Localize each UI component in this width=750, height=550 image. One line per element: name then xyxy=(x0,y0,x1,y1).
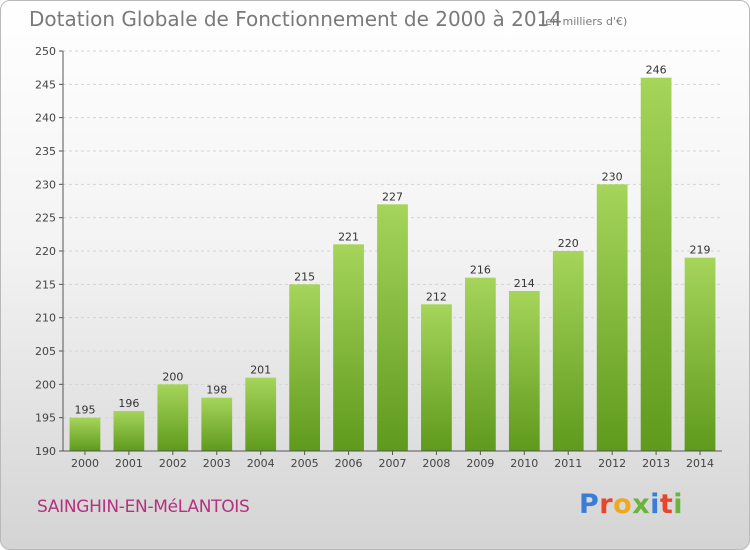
bar-2007 xyxy=(377,204,408,451)
value-label-2009: 216 xyxy=(470,264,491,277)
value-label-2003: 198 xyxy=(206,384,227,397)
city-name: SAINGHIN-EN-MéLANTOIS xyxy=(37,497,250,517)
value-label-2000: 195 xyxy=(74,404,95,417)
x-tick-label-2001: 2001 xyxy=(115,457,143,470)
y-tick-label: 240 xyxy=(35,112,56,125)
proxiti-logo: Proxiti xyxy=(579,489,683,520)
bar-2001 xyxy=(113,411,145,451)
x-tick-label-2011: 2011 xyxy=(554,457,582,470)
bar-2008 xyxy=(421,304,452,451)
x-tick-label-2007: 2007 xyxy=(379,457,407,470)
y-tick-label: 195 xyxy=(35,412,56,425)
value-label-2008: 212 xyxy=(426,290,447,303)
y-tick-label: 190 xyxy=(35,445,56,458)
value-label-2007: 227 xyxy=(382,190,403,203)
bar-2005 xyxy=(289,284,321,451)
x-tick-label-2000: 2000 xyxy=(71,457,99,470)
x-tick-label-2005: 2005 xyxy=(291,457,319,470)
logo-letter: i xyxy=(650,489,660,520)
x-axis-ticks: 2000 2001 2002 2003 2004 2005 2006 2007 2008 2009… xyxy=(71,451,714,470)
x-tick-label-2014: 2014 xyxy=(686,457,714,470)
value-label-2014: 219 xyxy=(690,244,711,257)
y-tick-label: 200 xyxy=(35,378,56,391)
y-tick-label: 245 xyxy=(35,78,56,91)
bar-2010 xyxy=(508,291,540,451)
value-label-2012: 230 xyxy=(602,170,623,183)
x-tick-label-2004: 2004 xyxy=(247,457,275,470)
y-axis-ticks: 190 195 200 205 210 215 220 225 230 235 240 245 250 xyxy=(35,45,63,458)
y-tick-label: 235 xyxy=(35,145,56,158)
logo-letter: i xyxy=(673,489,684,520)
x-tick-label-2002: 2002 xyxy=(159,457,187,470)
x-tick-label-2008: 2008 xyxy=(422,457,450,470)
x-tick-label-2010: 2010 xyxy=(510,457,538,470)
bars: 195 196 200 198 201 215 221 227 212 216 214 220 230 2… xyxy=(69,64,716,452)
y-tick-label: 225 xyxy=(35,212,56,225)
x-tick-label-2013: 2013 xyxy=(642,457,670,470)
value-label-2001: 196 xyxy=(118,397,139,410)
value-label-2011: 220 xyxy=(558,237,579,250)
logo-letter: P xyxy=(579,489,600,520)
bar-2014 xyxy=(684,257,716,451)
bar-2004 xyxy=(245,377,277,451)
x-tick-label-2012: 2012 xyxy=(598,457,626,470)
bar-2009 xyxy=(464,277,496,451)
chart-subtitle: (en milliers d'€) xyxy=(541,15,628,28)
bar-2013 xyxy=(640,77,672,452)
x-tick-label-2006: 2006 xyxy=(335,457,363,470)
chart-title: Dotation Globale de Fonctionnement de 20… xyxy=(29,7,562,31)
y-tick-label: 215 xyxy=(35,278,56,291)
y-tick-label: 210 xyxy=(35,312,56,325)
bar-2002 xyxy=(157,384,189,451)
bar-2011 xyxy=(552,251,584,451)
y-tick-label: 250 xyxy=(35,45,56,58)
value-label-2010: 214 xyxy=(514,277,535,290)
value-label-2006: 221 xyxy=(338,230,359,243)
y-tick-label: 205 xyxy=(35,345,56,358)
value-label-2002: 200 xyxy=(162,370,183,383)
logo-letter: x xyxy=(632,489,651,520)
bar-2012 xyxy=(596,184,628,452)
logo-letter: r xyxy=(599,489,614,520)
y-tick-label: 230 xyxy=(35,178,56,191)
logo-letter: t xyxy=(659,489,674,520)
x-tick-label-2003: 2003 xyxy=(203,457,231,470)
value-label-2013: 246 xyxy=(646,64,667,77)
bar-2006 xyxy=(333,244,364,451)
bar-2000 xyxy=(69,417,101,451)
bar-2003 xyxy=(201,397,233,451)
x-tick-label-2009: 2009 xyxy=(466,457,494,470)
value-label-2005: 215 xyxy=(294,270,315,283)
value-label-2004: 201 xyxy=(250,364,271,377)
y-tick-label: 220 xyxy=(35,245,56,258)
logo-letter: o xyxy=(613,489,633,520)
